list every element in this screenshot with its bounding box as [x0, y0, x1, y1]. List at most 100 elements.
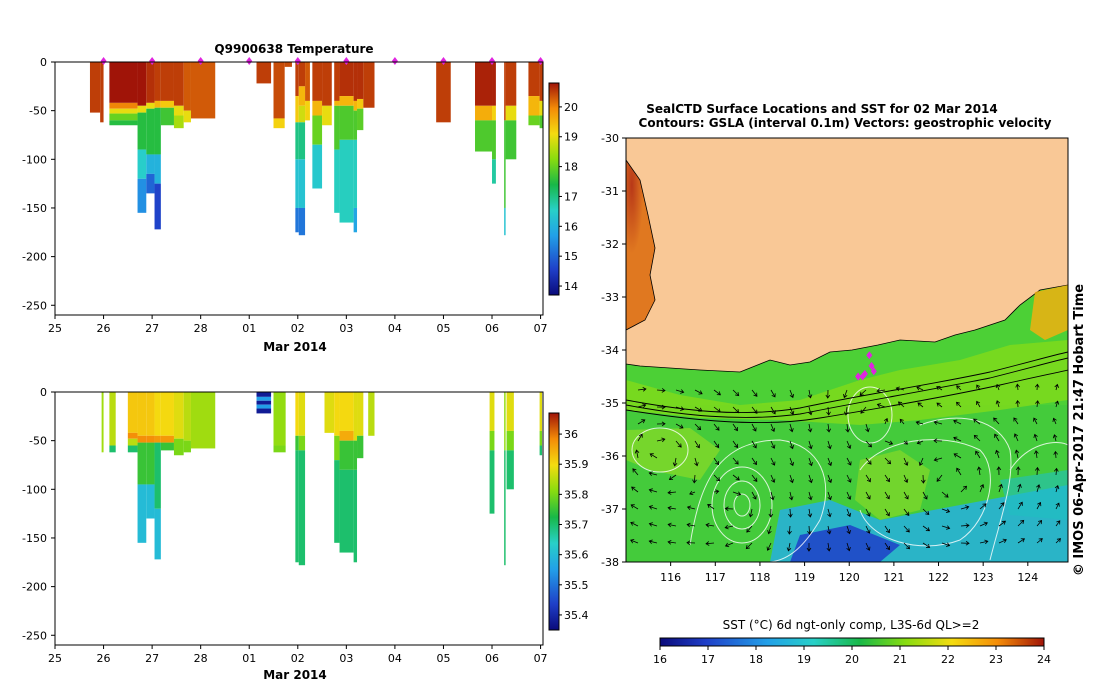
salinity-plot-frame [54, 391, 544, 646]
velocity-vector [975, 450, 981, 459]
velocity-vector [667, 522, 677, 528]
profile [127, 392, 138, 453]
velocity-vector [637, 403, 647, 408]
velocity-vector [941, 508, 951, 514]
velocity-vector [675, 389, 685, 394]
velocity-vector [826, 406, 831, 416]
velocity-vector [846, 440, 852, 449]
profile-layer [357, 108, 364, 131]
profile-layer [154, 100, 161, 108]
x-tick-label: 06 [485, 322, 499, 335]
lat-tick-label: -30 [601, 132, 619, 145]
sst-colorbar-tick-label: 17 [701, 653, 715, 666]
colorbar-tick-label: 19 [564, 131, 578, 144]
profile-layer [492, 159, 496, 184]
temperature-colorbar [548, 82, 560, 296]
profile [312, 62, 323, 189]
velocity-vector [895, 386, 905, 391]
velocity-vector [667, 539, 677, 545]
velocity-vector [1034, 383, 1040, 391]
profile-layer [256, 396, 272, 401]
profile [284, 62, 292, 67]
salinity-y-axis: 0 -50 -100 -150 -200 -250 [22, 386, 55, 642]
x-tick-label: 03 [339, 652, 353, 665]
velocity-vector [1017, 538, 1026, 544]
velocity-vector [807, 508, 813, 518]
sst-colorbar-ticks: 16 17 18 19 20 21 22 23 24 [653, 646, 1051, 666]
profile-layer [160, 107, 174, 126]
profile-layer [339, 105, 354, 140]
salinity-colorbar-ticks: 35.4 35.5 35.6 35.7 35.8 35.9 36 [559, 428, 589, 622]
profile [160, 62, 174, 126]
colorbar-tick-label: 16 [564, 220, 578, 233]
profile-layer [539, 392, 543, 431]
profile-layer [146, 435, 155, 443]
y-tick-label: -150 [22, 202, 47, 215]
velocity-vector [648, 488, 658, 493]
velocity-vector [789, 474, 794, 484]
cool-water-southeast [1000, 470, 1068, 520]
profile-layer [353, 139, 358, 208]
gsla-coastal-contours [626, 351, 1068, 424]
velocity-vector [631, 486, 639, 493]
profile-layer [298, 392, 306, 436]
velocity-vector [766, 542, 772, 551]
velocity-vector [1015, 383, 1020, 391]
velocity-vector [1036, 519, 1043, 527]
surface-marker [440, 57, 447, 65]
profile-layer [339, 440, 354, 470]
lon-tick-label: 122 [928, 571, 949, 584]
velocity-vector [724, 524, 734, 530]
profile-layer [183, 110, 191, 123]
velocity-vector [936, 474, 943, 482]
surface-marker [391, 57, 398, 65]
temperature-y-axis: 0 -50 -100 -150 -200 -250 [22, 56, 55, 312]
profile-layer [357, 98, 364, 109]
velocity-vector [786, 542, 792, 552]
surface-marker [246, 57, 253, 65]
velocity-vector [884, 508, 890, 517]
profile [492, 62, 496, 184]
seal-location-marker [868, 361, 875, 370]
profile-layer [109, 108, 138, 114]
velocity-vector [1055, 538, 1061, 544]
velocity-vector [648, 539, 658, 545]
profile-layer [298, 435, 306, 451]
y-tick-label: -50 [29, 105, 47, 118]
velocity-vector [1033, 417, 1038, 425]
velocity-vector [748, 508, 754, 518]
y-tick-label: -200 [22, 581, 47, 594]
profile-layer [357, 392, 364, 436]
velocity-vector [1017, 501, 1023, 510]
velocity-vector [865, 491, 871, 500]
profile-layer [504, 207, 506, 236]
velocity-vector [732, 406, 740, 414]
profile [101, 392, 104, 453]
profile-layer [305, 100, 310, 121]
velocity-vector [751, 491, 757, 500]
profile-layer [154, 392, 161, 436]
velocity-vector [1015, 466, 1021, 476]
velocity-vector [1035, 400, 1040, 408]
profile-layer [295, 159, 299, 208]
profile-layer [256, 62, 272, 84]
profile-layer [137, 484, 147, 543]
velocity-vector [1017, 483, 1022, 493]
profile-layer [295, 450, 299, 563]
lon-tick-label: 124 [1017, 571, 1038, 584]
profile-layer [334, 100, 340, 106]
colorbar-tick-label: 14 [564, 280, 578, 293]
velocity-vector [656, 421, 666, 427]
velocity-vector [994, 433, 1000, 442]
velocity-vector [787, 525, 792, 535]
velocity-vector [903, 525, 910, 533]
profile-layer [528, 62, 540, 97]
velocity-vector [976, 466, 982, 476]
profile [363, 62, 375, 108]
velocity-vector [956, 401, 962, 408]
velocity-vector [916, 386, 924, 391]
warm-coastal-water-west [626, 159, 656, 331]
lon-tick-label: 116 [660, 571, 681, 584]
profile-layer [324, 392, 335, 433]
